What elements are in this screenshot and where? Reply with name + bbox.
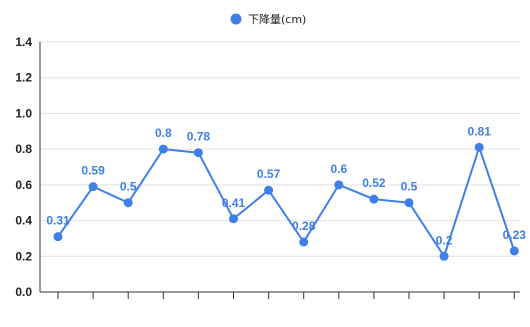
y-axis: 0.0 0.2 0.4 0.6 0.8 1.0 1.2 1.4 — [15, 35, 41, 299]
data-label: 0.78 — [187, 130, 211, 144]
data-label: 0.28 — [292, 219, 316, 233]
data-label: 0.59 — [81, 164, 105, 178]
data-point — [299, 237, 309, 247]
y-tick-label: 1.0 — [15, 106, 32, 120]
series-line — [57, 146, 516, 258]
data-label: 0.23 — [503, 228, 527, 242]
data-point — [53, 232, 63, 242]
y-tick-label: 0.6 — [15, 178, 32, 192]
data-label: 0.41 — [222, 196, 246, 210]
data-label: 0.6 — [330, 162, 347, 176]
data-label: 0.52 — [362, 176, 386, 190]
y-tick-label: 0.2 — [15, 249, 32, 263]
data-point — [193, 148, 203, 158]
data-labels: 0.31 0.59 0.5 0.8 0.78 0.41 0.57 0.28 0.6 0.52 0.5… — [46, 124, 526, 247]
data-point — [229, 214, 238, 224]
data-point — [88, 182, 98, 192]
data-label: 0.8 — [155, 126, 172, 140]
y-tick-label: 1.2 — [15, 71, 32, 85]
data-label: 0.5 — [401, 180, 418, 194]
data-point — [404, 198, 414, 208]
series-polyline — [57, 146, 516, 258]
data-label: 0.5 — [120, 180, 137, 194]
y-tick-label: 0.0 — [15, 285, 32, 299]
data-label: 0.31 — [46, 214, 70, 228]
data-label: 0.81 — [468, 124, 492, 138]
data-label: 0.2 — [436, 233, 453, 247]
x-axis — [40, 291, 520, 299]
data-point — [334, 180, 344, 190]
data-point — [369, 194, 379, 204]
data-point — [439, 251, 449, 261]
data-point — [509, 246, 519, 256]
data-point — [264, 185, 274, 195]
legend-marker — [230, 13, 242, 25]
data-point — [474, 142, 484, 152]
y-tick-label: 0.4 — [15, 214, 32, 228]
data-points — [53, 142, 519, 261]
y-tick-label: 0.8 — [15, 142, 32, 156]
legend: 下降量(cm) — [230, 12, 306, 26]
data-point — [123, 198, 133, 208]
data-point — [158, 144, 168, 154]
legend-label: 下降量(cm) — [248, 12, 306, 26]
data-label: 0.57 — [257, 167, 281, 181]
y-tick-label: 1.4 — [15, 35, 32, 49]
grid — [40, 41, 520, 257]
